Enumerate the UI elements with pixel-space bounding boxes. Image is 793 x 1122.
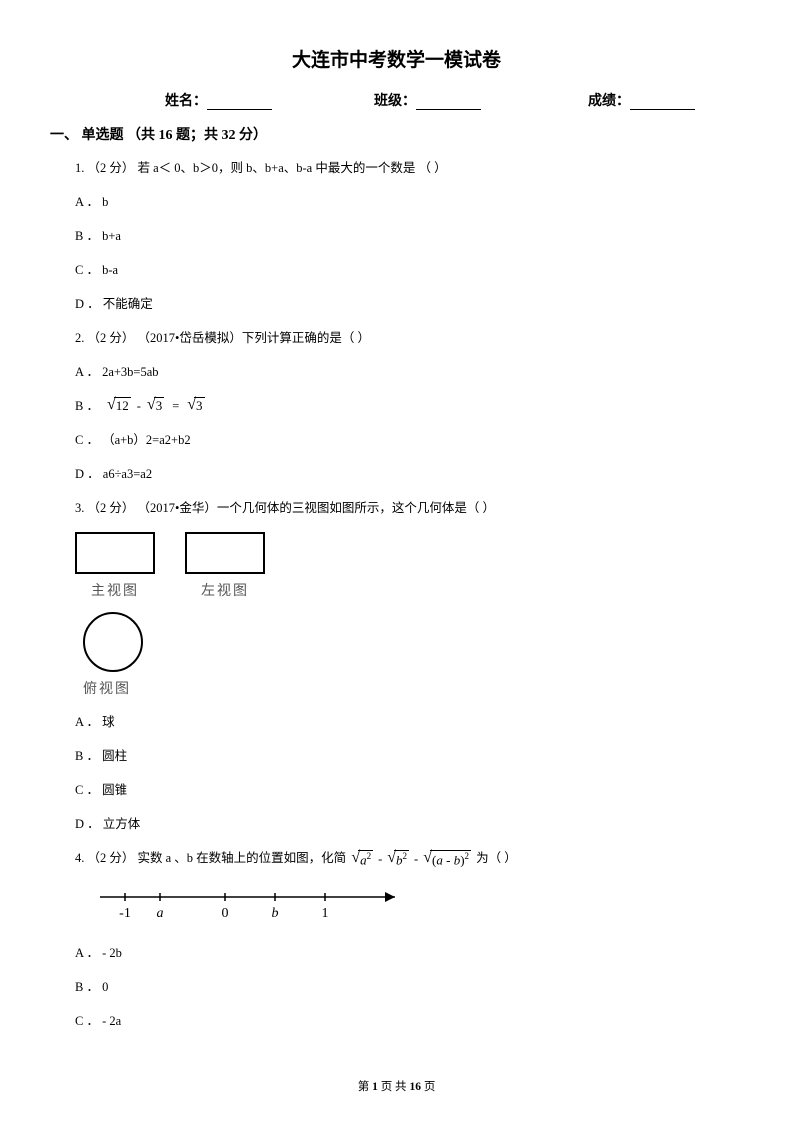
score-blank	[630, 96, 695, 110]
score-label: 成绩：	[588, 90, 630, 110]
front-view: 主视图	[75, 532, 155, 600]
question-2-option-b: B ． √12 - √3 = √3	[75, 396, 743, 416]
question-1-option-d: D ． 不能确定	[75, 294, 743, 314]
question-1-option-a: A ． b	[75, 192, 743, 212]
question-2: 2. （2 分） （2017•岱岳模拟）下列计算正确的是（ ）	[75, 328, 743, 348]
question-4-text-a: 4. （2 分） 实数 a 、b 在数轴上的位置如图，化简	[75, 851, 349, 865]
top-view: 俯视图	[75, 612, 743, 698]
option-b-prefix: B ．	[75, 396, 99, 416]
question-3: 3. （2 分） （2017•金华）一个几何体的三视图如图所示，这个几何体是（ …	[75, 498, 743, 518]
question-2-option-c: C ． （a+b）2=a2+b2	[75, 430, 743, 450]
question-2-option-d: D ． a6÷a3=a2	[75, 464, 743, 484]
number-line-svg: -1 a 0 b 1	[95, 883, 415, 925]
question-4-option-a: A ． - 2b	[75, 943, 743, 963]
nl-label-b: b	[272, 906, 279, 921]
three-views-row: 主视图 左视图	[75, 532, 743, 600]
section-title: 单选题	[82, 128, 124, 143]
math-expression: √12 - √3 = √3	[105, 396, 207, 416]
exam-title: 大连市中考数学一模试卷	[50, 45, 743, 72]
nl-label-1: 1	[322, 906, 329, 921]
number-line: -1 a 0 b 1	[95, 883, 743, 925]
question-3-option-d: D ． 立方体	[75, 814, 743, 834]
question-3-option-b: B ． 圆柱	[75, 746, 743, 766]
left-view-label: 左视图	[201, 580, 249, 600]
math-expression-q4: √a2 - √b2 - √(a - b)2	[349, 849, 473, 869]
name-label: 姓名：	[165, 90, 207, 110]
left-view: 左视图	[185, 532, 265, 600]
class-blank	[416, 96, 481, 110]
footer-c: 页	[421, 1081, 435, 1093]
question-1-option-c: C ． b-a	[75, 260, 743, 280]
top-view-shape	[83, 612, 143, 672]
left-view-shape	[185, 532, 265, 574]
footer-a: 第	[358, 1081, 372, 1093]
front-view-shape	[75, 532, 155, 574]
question-4-option-b: B ． 0	[75, 977, 743, 997]
page-total: 16	[409, 1081, 421, 1093]
question-2-option-a: A ． 2a+3b=5ab	[75, 362, 743, 382]
question-3-option-c: C ． 圆锥	[75, 780, 743, 800]
question-1: 1. （2 分） 若 a＜ 0、b＞0，则 b、b+a、b-a 中最大的一个数是…	[75, 158, 743, 178]
name-blank	[207, 96, 272, 110]
section-number: 一、	[50, 128, 78, 143]
nl-label-a: a	[157, 906, 164, 921]
page-footer: 第 1 页 共 16 页	[0, 1078, 793, 1094]
student-info-row: 姓名： 班级： 成绩：	[50, 90, 743, 110]
class-label: 班级：	[374, 90, 416, 110]
question-3-option-a: A ． 球	[75, 712, 743, 732]
section-header: 一、 单选题 （共 16 题；共 32 分）	[50, 124, 743, 144]
section-detail: （共 16 题；共 32 分）	[127, 128, 267, 143]
question-4-option-c: C ． - 2a	[75, 1011, 743, 1031]
question-1-option-b: B ． b+a	[75, 226, 743, 246]
footer-b: 页 共	[378, 1081, 410, 1093]
front-view-label: 主视图	[91, 580, 139, 600]
nl-label-m1: -1	[119, 906, 131, 921]
question-4: 4. （2 分） 实数 a 、b 在数轴上的位置如图，化简 √a2 - √b2 …	[75, 848, 743, 869]
top-view-label: 俯视图	[83, 678, 743, 698]
nl-label-0: 0	[222, 906, 229, 921]
question-4-text-b: 为（ ）	[476, 851, 517, 865]
